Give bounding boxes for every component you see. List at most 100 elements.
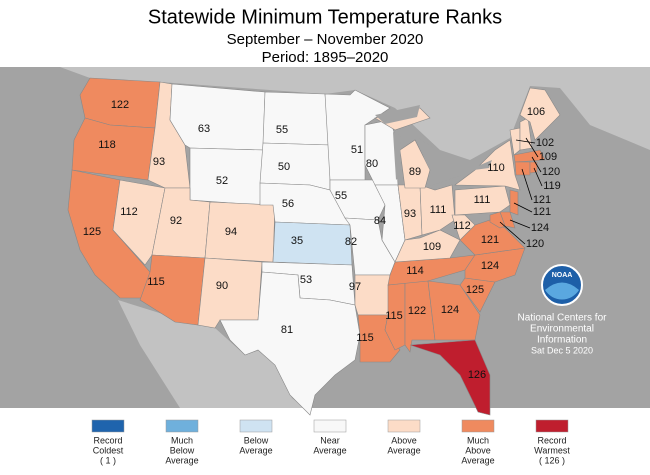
lake: [430, 175, 462, 186]
state-rank: 126: [468, 369, 486, 381]
state-rank: 81: [281, 324, 293, 336]
state-rank: 115: [385, 310, 403, 322]
legend-swatch: [461, 419, 495, 433]
state: [454, 185, 511, 216]
legend-label: Record: [93, 435, 122, 445]
state: [272, 221, 353, 266]
canada: [0, 67, 650, 160]
state: [509, 189, 519, 216]
legend-swatch: [239, 419, 273, 433]
state-rank: 93: [404, 208, 416, 220]
mexico: [118, 300, 305, 408]
leader-line: [515, 139, 536, 144]
state: [513, 149, 546, 163]
legend-swatch: [387, 419, 421, 433]
state-rank: 109: [539, 151, 557, 163]
legend-label: Coldest: [93, 445, 124, 455]
state-rank: 115: [147, 276, 165, 288]
state-rank: 109: [423, 241, 441, 253]
state: [259, 142, 331, 191]
state-rank: 97: [349, 281, 361, 293]
lakes: [375, 105, 492, 186]
lake: [375, 105, 420, 124]
legend-swatch: [165, 419, 199, 433]
leader-line: [521, 168, 533, 201]
legend-rank: ( 126 ): [539, 455, 565, 465]
lake: [466, 160, 492, 171]
state-rank: 122: [408, 305, 426, 317]
state: [219, 271, 361, 416]
state-rank: 111: [474, 194, 491, 206]
state-rank: 50: [278, 161, 290, 173]
legend-label: Average: [313, 445, 346, 455]
state-rank: 119: [543, 180, 561, 192]
date: Sat Dec 5 2020: [531, 345, 593, 355]
state: [427, 280, 481, 341]
state-rank: 55: [276, 124, 288, 136]
state-rank: 125: [83, 226, 101, 238]
legend-label: Average: [387, 445, 420, 455]
state-rank: 124: [481, 260, 499, 272]
state-rank: 63: [198, 123, 210, 135]
state: [197, 257, 263, 329]
state-rank: 122: [111, 99, 129, 111]
state-rank: 93: [153, 156, 165, 168]
state: [364, 119, 399, 186]
legend-label: Above: [465, 445, 491, 455]
state-rank: 111: [430, 204, 447, 216]
state: [262, 91, 331, 146]
state: [451, 214, 476, 241]
legend-label: Average: [165, 455, 198, 465]
state-rank: 84: [374, 215, 386, 227]
legend-label: Record: [537, 435, 566, 445]
state-rank: 112: [453, 220, 471, 232]
state-rank: 112: [120, 206, 138, 218]
legend-label: Average: [461, 455, 494, 465]
legend-label: Above: [391, 435, 417, 445]
state-rank: 52: [216, 175, 228, 187]
state: [409, 339, 491, 416]
state-rank: 35: [291, 235, 303, 247]
state-rank: 102: [536, 137, 554, 149]
legend-label: Below: [244, 435, 269, 445]
state-rank: 53: [300, 274, 312, 286]
lake: [418, 138, 434, 170]
state-rank: 80: [366, 158, 378, 170]
legend-label: Warmest: [534, 445, 570, 455]
leader-line: [531, 156, 542, 173]
state-rank: 115: [356, 332, 374, 344]
leader-line: [513, 202, 533, 213]
title: Statewide Minimum Temperature Ranks: [148, 6, 502, 28]
state-rank: 125: [466, 284, 484, 296]
state-rank: 121: [481, 234, 499, 246]
state: [514, 161, 531, 176]
legend-label: Below: [170, 445, 195, 455]
state-rank: 120: [542, 166, 560, 178]
state: [169, 83, 266, 151]
state-rank: 89: [409, 166, 421, 178]
credit-line: Information: [537, 335, 587, 346]
noaa-logo-text: NOAA: [552, 272, 573, 279]
state: [112, 179, 166, 266]
state-rank: 124: [441, 304, 459, 316]
state-rank: 124: [531, 222, 549, 234]
leader-line: [525, 137, 539, 158]
state-rank: 121: [533, 206, 551, 218]
credit-line: National Centers for: [518, 313, 608, 324]
legend-rank: ( 1 ): [100, 455, 116, 465]
state-rank: 51: [351, 144, 363, 156]
legend-label: Much: [467, 435, 489, 445]
legend-swatch: [91, 419, 125, 433]
state-rank: 110: [487, 162, 505, 174]
state-rank: 114: [406, 265, 424, 277]
state-rank: 92: [170, 215, 182, 227]
state: [489, 211, 506, 229]
legend-swatch: [535, 419, 569, 433]
state-rank: 55: [335, 190, 347, 202]
state-rank: 106: [527, 106, 545, 118]
credit-line: Environmental: [530, 324, 594, 335]
legend-label: Near: [320, 435, 340, 445]
state: [204, 201, 276, 263]
legend-label: Average: [239, 445, 272, 455]
